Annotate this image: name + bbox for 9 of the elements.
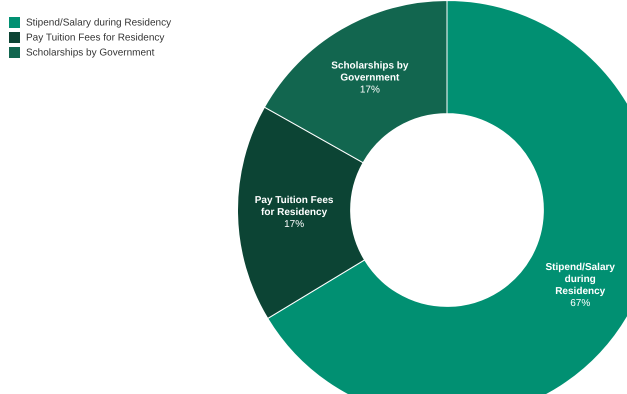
data-label: 67% bbox=[570, 298, 590, 309]
legend-label: Pay Tuition Fees for Residency bbox=[26, 32, 164, 44]
data-label: 17% bbox=[284, 219, 304, 230]
slice-label: Scholarships by Government bbox=[331, 60, 409, 84]
legend-label: Scholarships by Government bbox=[26, 47, 155, 58]
data-label: 17% bbox=[360, 84, 380, 96]
legend-label: Stipend/Salary during Residency bbox=[26, 17, 172, 28]
slice-label: Pay Tuition Fees for Residency bbox=[254, 195, 334, 218]
slice-label: Stipend/Salary during Residency bbox=[545, 262, 616, 297]
